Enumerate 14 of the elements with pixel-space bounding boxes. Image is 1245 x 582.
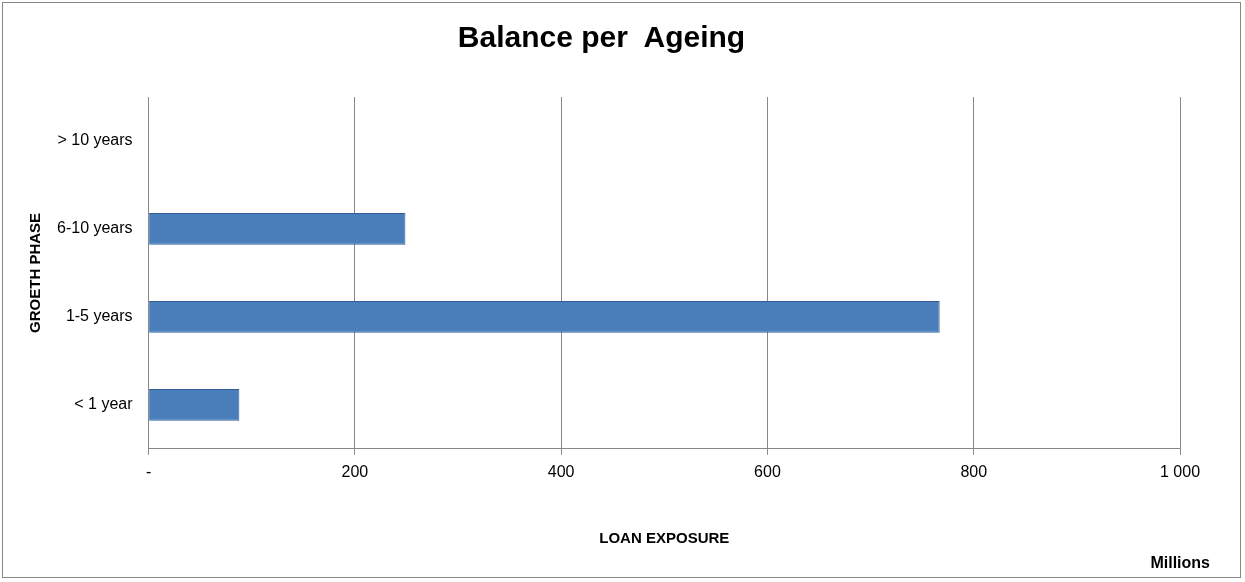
y-tick-label: 6-10 years bbox=[57, 219, 133, 237]
x-tick-label: 600 bbox=[754, 462, 781, 480]
x-tick-label: 400 bbox=[547, 462, 575, 480]
y-axis-title: GROETH PHASE bbox=[26, 212, 44, 333]
y-tick-label: 1-5 years bbox=[65, 307, 133, 325]
y-tick-label: > 10 years bbox=[57, 131, 133, 149]
x-tick-label: 1 000 bbox=[1159, 462, 1201, 480]
x-tick-label: 800 bbox=[960, 462, 988, 480]
text: Millions bbox=[1150, 554, 1211, 572]
chart-title: Balance per Ageing bbox=[457, 20, 746, 54]
x-axis-title: LOAN EXPOSURE bbox=[599, 529, 730, 547]
x-tick-label: - bbox=[145, 462, 152, 480]
y-tick-label: < 1 year bbox=[74, 395, 134, 413]
x-tick-label: 200 bbox=[341, 462, 369, 480]
